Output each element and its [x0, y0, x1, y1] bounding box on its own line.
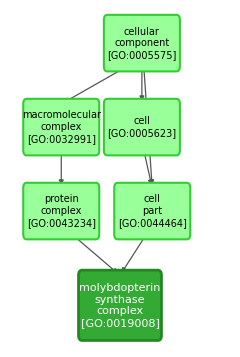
Text: cell
[GO:0005623]: cell [GO:0005623]	[107, 116, 176, 138]
Text: cellular
component
[GO:0005575]: cellular component [GO:0005575]	[107, 26, 177, 60]
FancyBboxPatch shape	[23, 99, 99, 155]
FancyBboxPatch shape	[104, 15, 180, 71]
Text: molybdopterin
synthase
complex
[GO:0019008]: molybdopterin synthase complex [GO:00190…	[79, 283, 161, 328]
Text: protein
complex
[GO:0043234]: protein complex [GO:0043234]	[27, 195, 96, 228]
FancyBboxPatch shape	[104, 99, 180, 155]
FancyBboxPatch shape	[114, 183, 190, 239]
Text: macromolecular
complex
[GO:0032991]: macromolecular complex [GO:0032991]	[22, 111, 101, 144]
FancyBboxPatch shape	[23, 183, 99, 239]
FancyBboxPatch shape	[78, 270, 162, 341]
Text: cell
part
[GO:0044464]: cell part [GO:0044464]	[118, 195, 187, 228]
